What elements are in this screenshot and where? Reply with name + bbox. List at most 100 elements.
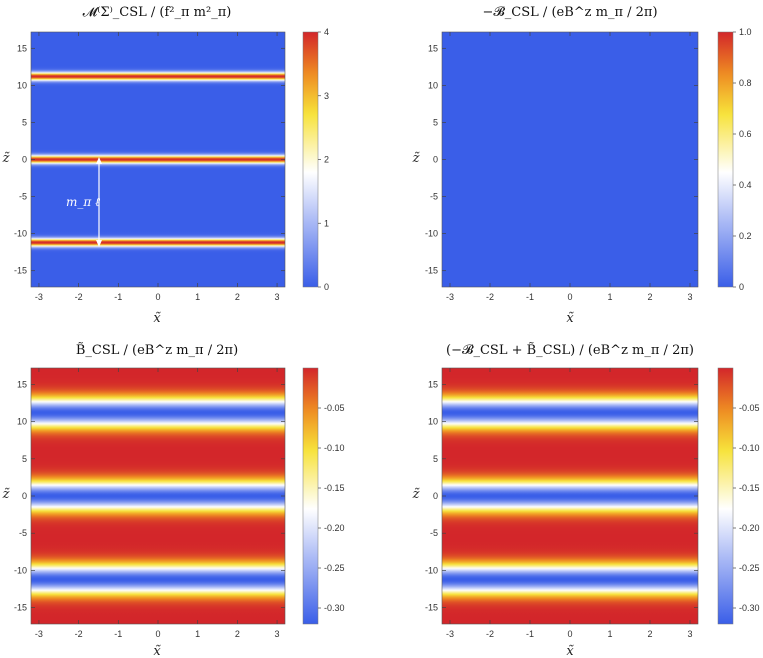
x-tick-label: 1	[607, 629, 612, 639]
annotation-arrowhead-top	[96, 157, 102, 164]
x-tick-label: 1	[195, 629, 200, 639]
y-tick-label: 10	[428, 80, 438, 90]
panel-bottom-left: B̃_CSL / (eB^z m_π / 2π) -3 -2 -1 0 1 2 3-15-1…	[2, 342, 345, 658]
annotation-label: m_π ℓ	[66, 195, 100, 209]
colorbar-top-right	[717, 31, 734, 288]
heatmap-top-left	[30, 31, 286, 288]
y-tick-label: 5	[433, 117, 438, 127]
annotation-arrowhead-bottom	[96, 240, 102, 247]
ylabel-top-right: z̃	[412, 151, 420, 166]
title-top-left: 𝓜⁽Σ⁾_CSL / (f²_π m²_π)	[83, 5, 232, 20]
colorbar-tick-label: -0.10	[324, 443, 345, 453]
y-tick-label: 15	[17, 43, 27, 53]
y-tick-label: 5	[433, 454, 438, 464]
x-tick-label: 3	[687, 292, 692, 302]
colorbar-bottom-right	[717, 367, 734, 625]
colorbar-tick-label: 0.8	[739, 78, 752, 88]
x-tick-label: -2	[486, 629, 494, 639]
y-tick-label: 15	[17, 379, 27, 389]
colorbar-tick-label: 4	[324, 27, 329, 37]
x-tick-label: 0	[155, 629, 160, 639]
y-tick-label: -5	[430, 192, 438, 202]
x-tick-label: 2	[647, 292, 652, 302]
x-tick-label: -3	[446, 292, 454, 302]
y-tick-label: 15	[428, 43, 438, 53]
y-tick-label: -5	[430, 528, 438, 538]
y-tick-label: 10	[17, 80, 27, 90]
colorbar-tick-label: -0.10	[739, 443, 760, 453]
y-tick-label: 0	[22, 155, 27, 165]
y-tick-label: -10	[14, 565, 27, 575]
colorbar-tick-label: 0.4	[739, 180, 752, 190]
colorbar-tick-label: -0.30	[739, 603, 760, 613]
x-tick-label: 2	[647, 629, 652, 639]
x-tick-label: -2	[75, 629, 83, 639]
x-tick-label: 0	[155, 292, 160, 302]
y-tick-label: 5	[22, 454, 27, 464]
ylabel-top-left: z̃	[2, 151, 10, 166]
y-tick-label: -5	[19, 192, 27, 202]
y-tick-label: -15	[425, 603, 438, 613]
colorbar-tick-label: 0	[324, 282, 329, 292]
x-tick-label: 2	[235, 292, 240, 302]
y-tick-label: 0	[22, 491, 27, 501]
x-tick-label: -1	[114, 629, 122, 639]
y-tick-label: 5	[22, 117, 27, 127]
xlabel-bottom-right: x̃	[566, 644, 574, 658]
y-tick-label: -5	[19, 528, 27, 538]
panel-bottom-right: (−𝓑_CSL + B̃_CSL) / (eB^z m_π / 2π) -3 -2…	[412, 342, 760, 658]
colorbar-tick-label: -0.20	[324, 523, 345, 533]
x-tick-label: -3	[35, 629, 43, 639]
colorbar-tick-label: -0.05	[739, 403, 760, 413]
y-tick-label: -10	[14, 229, 27, 239]
heatmap-bottom-left	[30, 367, 286, 625]
colorbar-tick-label: -0.25	[324, 563, 345, 573]
y-tick-label: -15	[14, 603, 27, 613]
y-tick-label: -15	[14, 266, 27, 276]
x-tick-label: 3	[275, 292, 280, 302]
colorbar-tick-label: 3	[324, 91, 329, 101]
panel-top-right: −𝓑_CSL / (eB^z m_π / 2π) -3 -2 -1 0 1 2 3-15-1…	[412, 5, 752, 326]
colorbar-tick-label: -0.15	[324, 483, 345, 493]
x-tick-label: -1	[114, 292, 122, 302]
y-tick-label: 10	[17, 417, 27, 427]
x-tick-label: 1	[195, 292, 200, 302]
colorbar-tick-label: -0.30	[324, 603, 345, 613]
y-tick-label: 0	[433, 491, 438, 501]
colorbar-tick-label: 2	[324, 155, 329, 165]
heatmap-bottom-right	[441, 367, 699, 625]
y-tick-label: 0	[433, 155, 438, 165]
colorbar-tick-label: -0.05	[324, 403, 345, 413]
colorbar-tick-label: 0.6	[739, 129, 752, 139]
y-tick-label: -10	[425, 565, 438, 575]
x-tick-label: 1	[607, 292, 612, 302]
colorbar-tick-label: 0.2	[739, 231, 752, 241]
xlabel-top-left: x̃	[153, 311, 161, 326]
y-tick-label: -10	[425, 229, 438, 239]
x-tick-label: 3	[275, 629, 280, 639]
x-tick-label: -2	[486, 292, 494, 302]
x-tick-label: -3	[35, 292, 43, 302]
x-tick-label: -1	[526, 629, 534, 639]
x-tick-label: -1	[526, 292, 534, 302]
x-tick-label: -3	[446, 629, 454, 639]
x-tick-label: -2	[75, 292, 83, 302]
title-bottom-left: B̃_CSL / (eB^z m_π / 2π)	[76, 342, 238, 358]
heatmap-top-right	[441, 31, 699, 288]
colorbar-tick-label: 1.0	[739, 27, 752, 37]
y-tick-label: 10	[428, 417, 438, 427]
ylabel-bottom-right: z̃	[412, 487, 420, 502]
panel-top-left: 𝓜⁽Σ⁾_CSL / (f²_π m²_π) -3 -2 -1 0 1 2 3-15-10-…	[2, 5, 329, 326]
colorbar-tick-label: 1	[324, 218, 329, 228]
xlabel-top-right: x̃	[566, 311, 574, 326]
x-tick-label: 3	[687, 629, 692, 639]
y-tick-label: 15	[428, 379, 438, 389]
colorbar-tick-label: -0.15	[739, 483, 760, 493]
colorbar-tick-label: 0	[739, 282, 744, 292]
ylabel-bottom-left: z̃	[2, 487, 10, 502]
title-bottom-right: (−𝓑_CSL + B̃_CSL) / (eB^z m_π / 2π)	[446, 342, 694, 358]
title-top-right: −𝓑_CSL / (eB^z m_π / 2π)	[482, 5, 657, 20]
x-tick-label: 0	[567, 292, 572, 302]
colorbar-tick-label: -0.25	[739, 563, 760, 573]
